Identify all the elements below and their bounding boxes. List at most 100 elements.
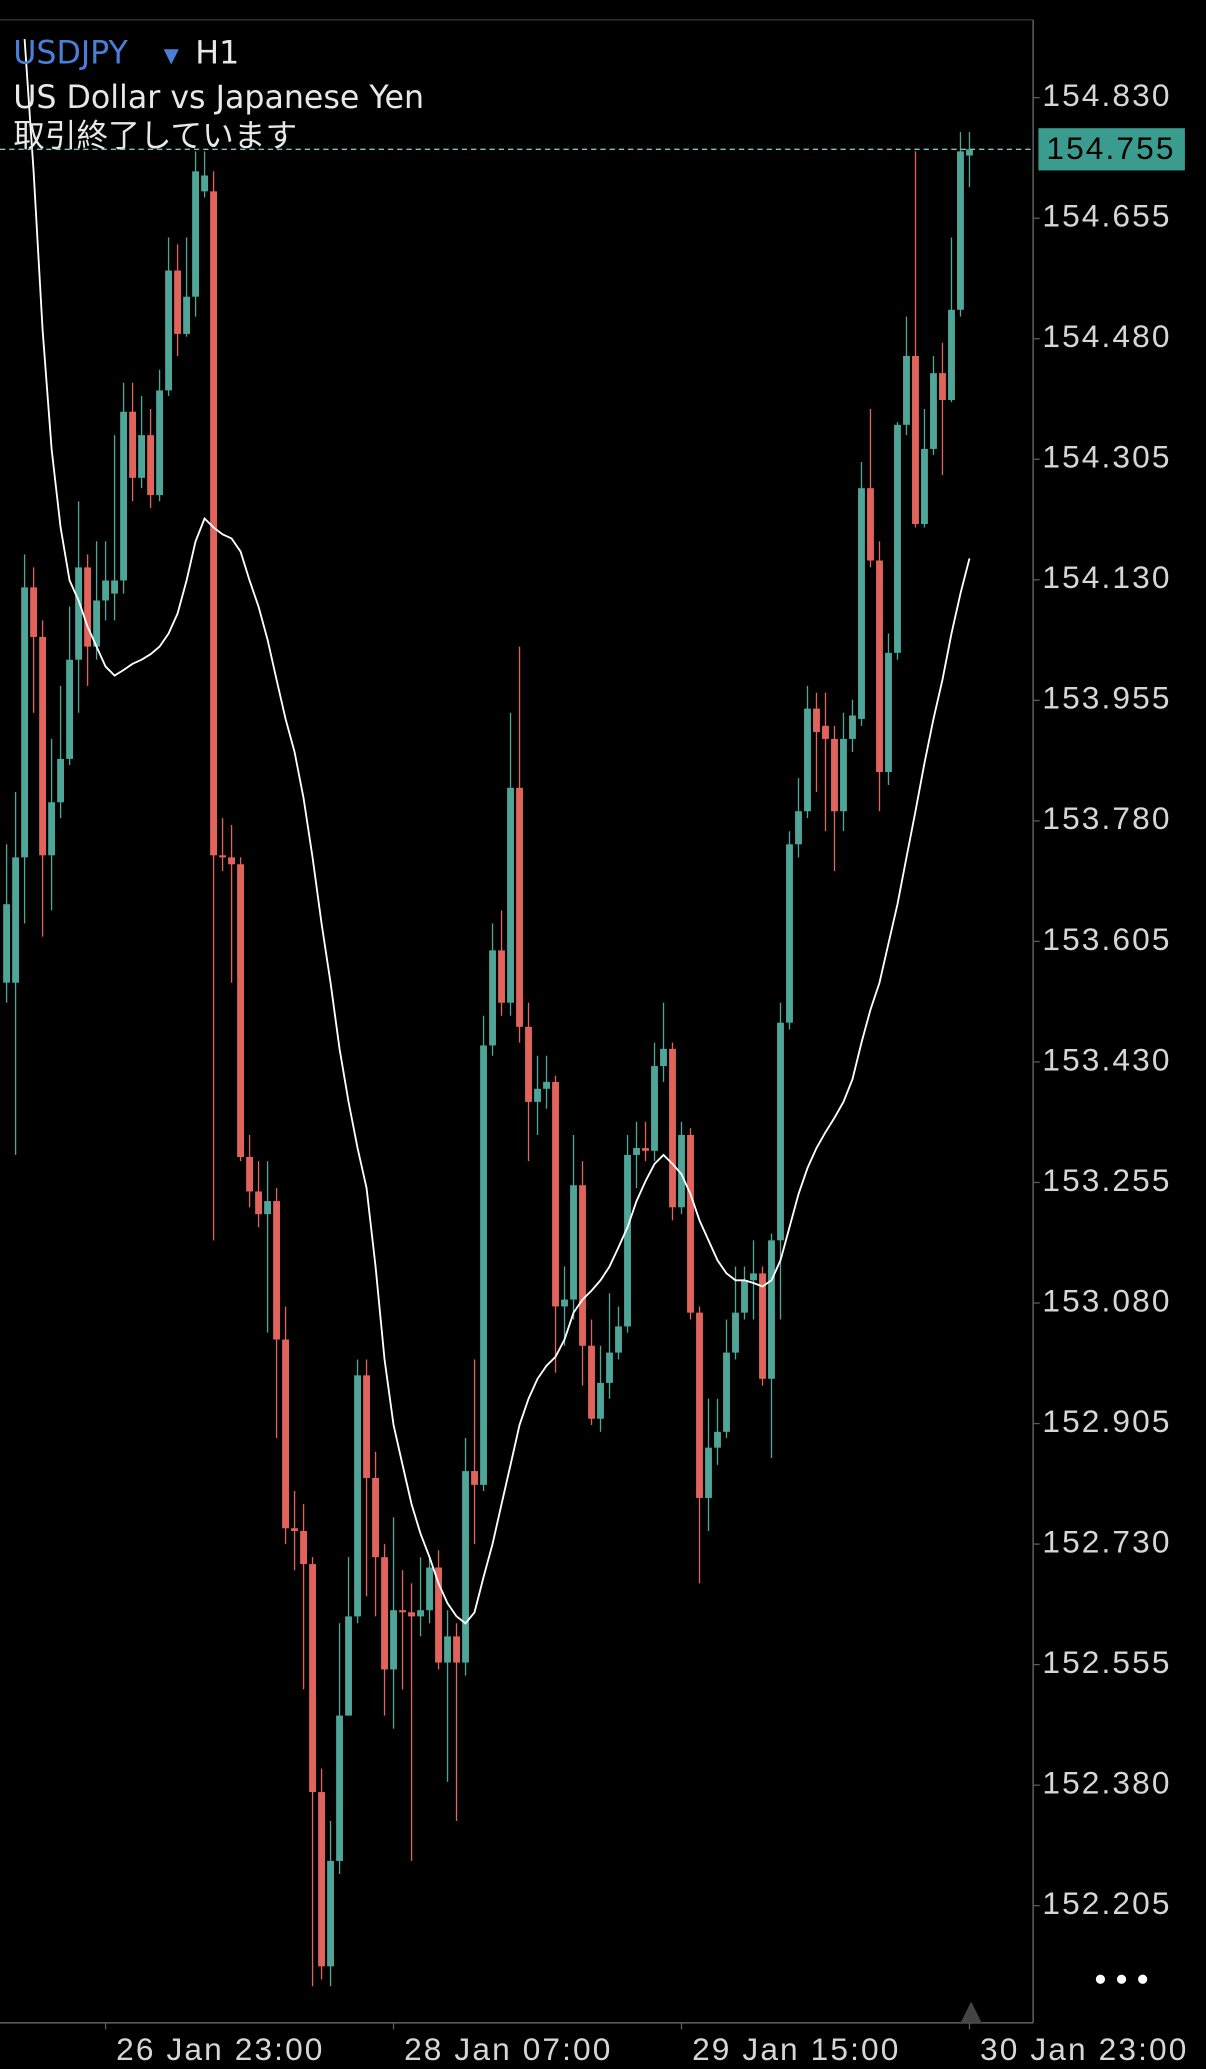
candle-body	[948, 309, 955, 401]
candle-body	[372, 1477, 379, 1558]
candle-body	[3, 904, 11, 983]
candle-body	[219, 855, 226, 858]
y-tick-label: 153.605	[1042, 921, 1171, 957]
candle-body	[201, 175, 209, 192]
candle-body	[633, 1148, 640, 1155]
candle-body	[57, 758, 65, 803]
candle-body	[237, 864, 244, 1157]
candle-body	[138, 435, 146, 478]
y-tick-label: 153.080	[1042, 1282, 1171, 1318]
candle-body	[363, 1375, 370, 1478]
candle-body	[696, 1312, 703, 1498]
candle-body	[678, 1134, 685, 1208]
candle-body	[156, 390, 164, 496]
candle-body	[579, 1185, 586, 1346]
candle-body	[417, 1610, 424, 1617]
y-tick-label: 153.955	[1042, 680, 1171, 716]
candle-body	[165, 270, 173, 391]
candle-body	[588, 1345, 595, 1419]
candle-body	[885, 652, 892, 772]
candle-body	[30, 587, 38, 637]
more-menu[interactable]	[1095, 1974, 1148, 1984]
x-tick-label: 30 Jan 23:00	[980, 2031, 1188, 2067]
candle-body	[480, 1045, 487, 1485]
candle-body	[786, 844, 793, 1023]
candle-body	[903, 355, 910, 425]
candle-body	[561, 1299, 568, 1307]
symbol[interactable]: USDJPY	[13, 35, 128, 71]
candle-body	[66, 659, 74, 759]
candle-body	[804, 708, 811, 812]
y-tick-label: 152.380	[1042, 1765, 1171, 1801]
x-tick-label: 29 Jan 15:00	[692, 2031, 900, 2067]
candle-body	[723, 1352, 730, 1432]
candle-body	[93, 600, 101, 647]
candle-body	[381, 1557, 388, 1670]
candle-body	[255, 1191, 262, 1215]
candle-body	[102, 580, 110, 601]
scroll-marker[interactable]	[960, 2001, 982, 2023]
candle-body	[570, 1185, 577, 1300]
candle-body	[228, 857, 235, 865]
candle-body	[732, 1312, 739, 1353]
candle-body	[147, 435, 155, 496]
candle-body	[795, 811, 802, 845]
candle-body	[84, 567, 92, 647]
symbol-dropdown-icon[interactable]: ▼	[164, 44, 180, 67]
candle-body	[309, 1564, 316, 1793]
chart-title: US Dollar vs Japanese Yen	[13, 80, 424, 116]
candle-body	[75, 567, 83, 660]
candle-body	[741, 1280, 748, 1313]
candle-body	[669, 1048, 676, 1208]
candle-body	[291, 1528, 298, 1532]
x-tick-label: 26 Jan 23:00	[116, 2031, 324, 2067]
candle-body	[525, 1026, 532, 1102]
chart-subtitle: 取引終了しています	[13, 118, 297, 154]
candle-body	[759, 1273, 766, 1379]
y-tick-label: 154.305	[1042, 439, 1171, 475]
candle-body	[444, 1636, 451, 1663]
y-tick-label: 152.205	[1042, 1885, 1171, 1921]
candle-body	[939, 373, 946, 401]
candle-body	[642, 1148, 649, 1151]
last-price-box	[1038, 128, 1185, 171]
candle-body	[876, 560, 883, 772]
candle-body	[453, 1636, 460, 1663]
candle-body	[183, 296, 191, 334]
candle-body	[39, 636, 47, 856]
candle-body	[750, 1273, 757, 1281]
candle-body	[282, 1339, 289, 1529]
candle-body	[120, 411, 128, 581]
y-tick-label: 154.830	[1042, 77, 1171, 113]
last-price-label: 154.755	[1046, 130, 1175, 166]
y-tick-label: 153.780	[1042, 800, 1171, 836]
candle-body	[192, 171, 200, 297]
candle-body	[840, 738, 847, 812]
candle-body	[327, 1860, 334, 1967]
candle-body	[849, 715, 856, 739]
candle-body	[516, 787, 523, 1027]
candle-body	[615, 1326, 622, 1353]
candle-body	[606, 1352, 613, 1383]
y-tick-label: 154.130	[1042, 559, 1171, 595]
candle-body	[435, 1567, 442, 1663]
candle-body	[768, 1240, 775, 1379]
candle-body	[921, 448, 928, 525]
candle-body	[822, 725, 829, 739]
candle-body	[21, 587, 29, 858]
candle-body	[624, 1154, 631, 1327]
candle-body	[12, 857, 20, 983]
menu-dot	[1116, 1974, 1127, 1984]
candle-body	[894, 424, 901, 653]
candle-body	[498, 950, 505, 1003]
candle-body	[246, 1156, 253, 1192]
y-tick-label: 154.480	[1042, 318, 1171, 354]
candle-body	[48, 802, 56, 856]
plot-area	[3, 39, 973, 1987]
candle-body	[930, 373, 937, 449]
candle-body	[912, 355, 919, 525]
candle-body	[858, 488, 865, 719]
timeframe[interactable]: H1	[195, 35, 239, 71]
